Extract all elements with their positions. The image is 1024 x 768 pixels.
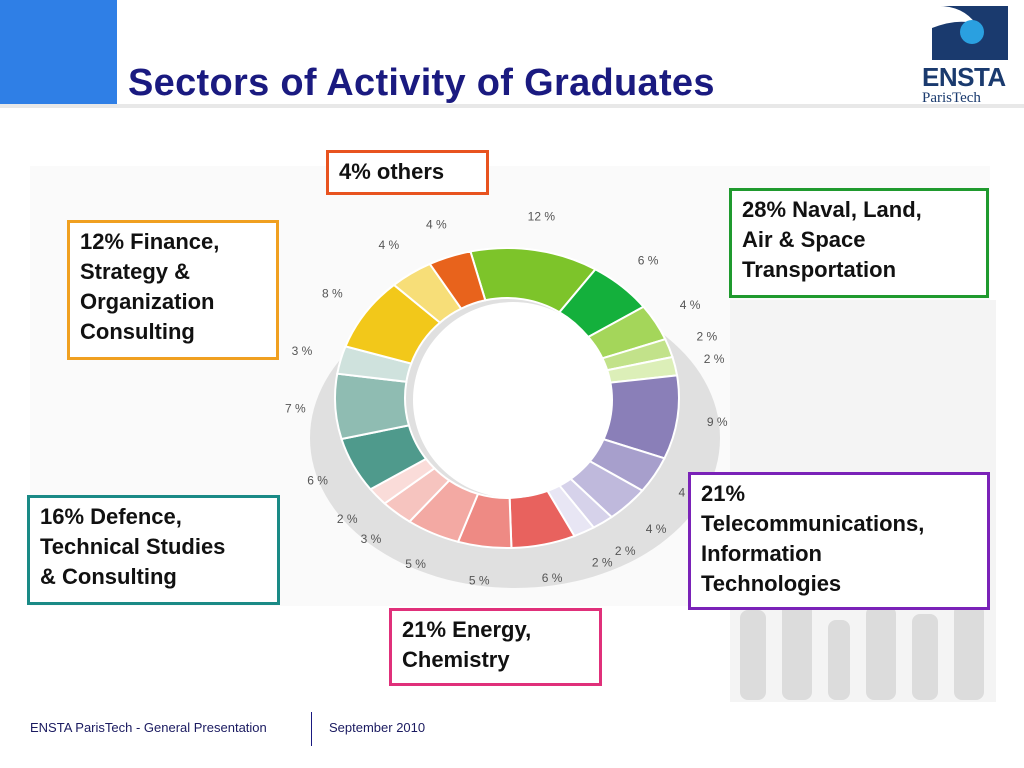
slice-label: 4 %	[378, 238, 399, 252]
slice-label: 3 %	[292, 344, 313, 358]
slice-label: 9 %	[707, 415, 728, 429]
slice-label: 4 %	[646, 522, 667, 536]
donut-hole	[413, 302, 613, 498]
callout-energy: 21% Energy, Chemistry	[389, 608, 602, 686]
slice-label: 4 %	[426, 218, 447, 232]
slice-label: 2 %	[704, 352, 725, 366]
ensta-logo	[932, 5, 1008, 60]
footer-presentation-name: ENSTA ParisTech - General Presentation	[30, 720, 267, 735]
slice-label: 2 %	[592, 555, 613, 569]
callout-line: Air & Space	[742, 227, 866, 252]
callout-line: Strategy &	[80, 259, 191, 284]
callout-line: Organization	[80, 289, 215, 314]
callout-line: Transportation	[742, 257, 897, 282]
callout-transport: 28% Naval, Land, Air & Space Transportat…	[729, 188, 989, 298]
slice-label: 2 %	[697, 330, 718, 344]
callout-line: Information	[701, 541, 822, 566]
header-accent-block	[0, 0, 117, 104]
logo-text-paristech: ParisTech	[922, 90, 981, 106]
callout-defence: 16% Defence, Technical Studies & Consult…	[27, 495, 280, 605]
donut-slice-others-20	[428, 250, 487, 310]
slice-label: 5 %	[469, 573, 490, 587]
callout-telecom: 21% Telecommunications, Information Tech…	[688, 472, 990, 610]
slice-label: 12 %	[528, 209, 556, 223]
footer-date: September 2010	[329, 720, 426, 735]
slice-label: 2 %	[337, 512, 358, 526]
page-title: Sectors of Activity of Graduates	[128, 62, 715, 104]
slice-label: 6 %	[307, 474, 328, 488]
slice-label: 4 %	[680, 298, 701, 312]
people-silhouettes-image	[740, 600, 984, 700]
header-divider	[0, 104, 1024, 108]
callout-line: Telecommunications,	[701, 511, 925, 536]
slice-label: 2 %	[615, 544, 636, 558]
callout-line: 28% Naval, Land,	[742, 197, 922, 222]
callout-line: 4% others	[339, 159, 445, 184]
callout-line: Technical Studies	[40, 534, 226, 559]
callout-line: 16% Defence,	[40, 504, 182, 529]
slice-label: 6 %	[638, 254, 659, 268]
callout-line: Technologies	[701, 571, 842, 596]
callout-line: 21% Energy,	[402, 617, 532, 642]
slice-label: 6 %	[542, 571, 563, 585]
slice-label: 8 %	[322, 287, 343, 301]
callout-finance: 12% Finance, Strategy & Organization Con…	[67, 220, 279, 360]
callout-line: Chemistry	[402, 647, 510, 672]
callout-line: 21%	[701, 481, 746, 506]
slice-label: 5 %	[405, 557, 426, 571]
callout-others: 4% others	[326, 150, 489, 195]
slice-label: 7 %	[285, 402, 306, 416]
callout-line: 12% Finance,	[80, 229, 220, 254]
callout-line: & Consulting	[40, 564, 177, 589]
logo-text-ensta: ENSTA	[922, 62, 1006, 92]
callout-line: Consulting	[80, 319, 195, 344]
footer-separator	[311, 712, 312, 746]
slice-label: 3 %	[361, 532, 382, 546]
